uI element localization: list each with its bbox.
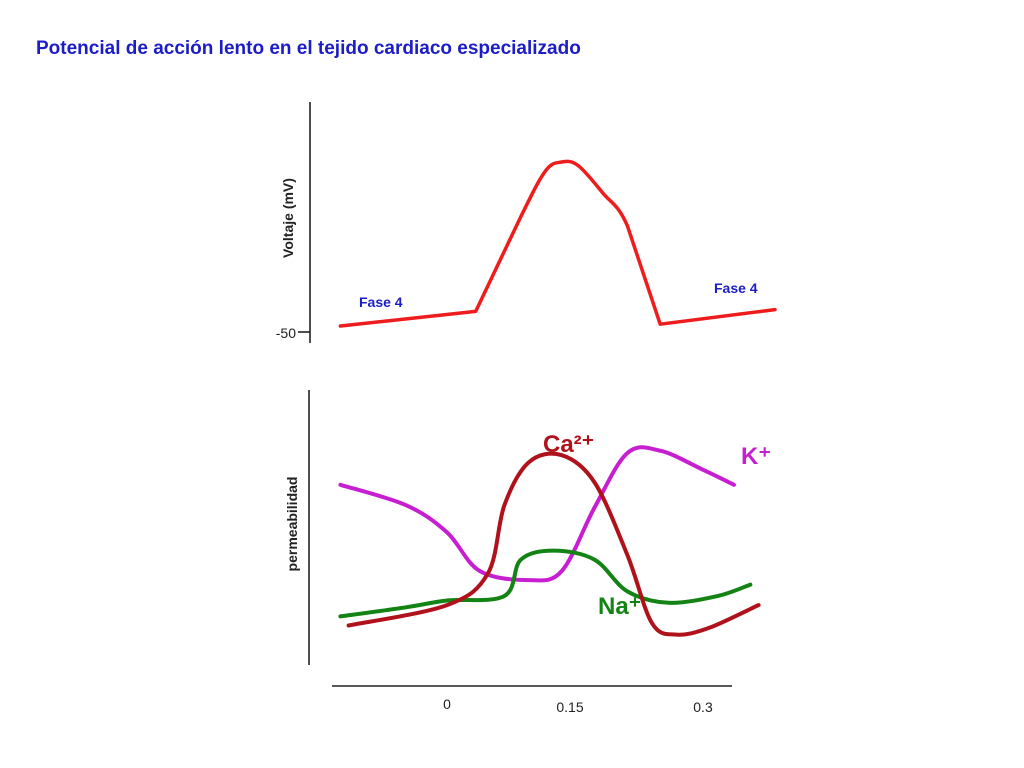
x-tick-label-0.15: 0.15 <box>556 699 583 715</box>
voltage-y-tick-label: -50 <box>276 325 296 341</box>
page-title: Potencial de acción lento en el tejido c… <box>36 38 581 59</box>
permeability-y-axis-label: permeabilidad <box>284 477 300 572</box>
voltage-line <box>338 159 777 328</box>
voltage-y-axis-label: Voltaje (mV) <box>280 178 296 258</box>
voltage-chart: -50 Voltaje (mV) Fase 4 Fase 4 <box>276 102 777 343</box>
x-tick-label-0: 0 <box>443 696 451 712</box>
na-series-label: Na⁺ <box>598 593 641 620</box>
phase-4-label-left: Fase 4 <box>359 294 403 310</box>
ca-permeability-line <box>346 451 761 637</box>
na-permeability-line <box>338 548 753 619</box>
k-permeability-line <box>338 445 736 583</box>
x-tick-label-0.3: 0.3 <box>693 699 713 715</box>
k-series-label: K⁺ <box>741 443 771 470</box>
permeability-chart: permeabilidad 0 0.15 0.3 Ca²⁺ K⁺ Na⁺ <box>284 390 771 715</box>
phase-4-label-right: Fase 4 <box>714 280 758 296</box>
ca-series-label: Ca²⁺ <box>543 431 594 458</box>
